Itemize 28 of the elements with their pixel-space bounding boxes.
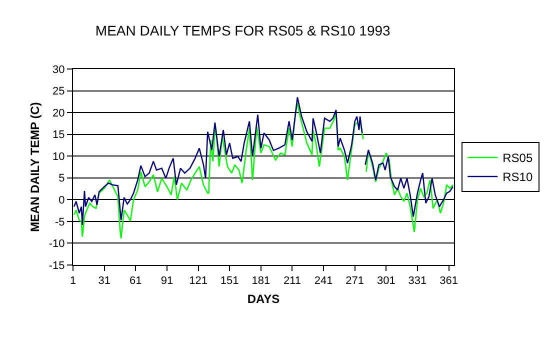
y-tick-label: 25	[52, 86, 65, 98]
legend-label: RS05	[502, 151, 533, 166]
y-tick-label: 10	[52, 150, 65, 163]
x-tick-label: 181	[252, 275, 270, 288]
x-tick-label: 61	[130, 275, 142, 288]
y-tick-label: 30	[52, 64, 65, 76]
x-tick-label: 241	[314, 275, 333, 288]
x-tick-label: 31	[98, 275, 110, 288]
x-tick-label: 361	[440, 275, 458, 288]
x-tick-label: 271	[346, 275, 364, 288]
y-tick-label: -5	[55, 216, 65, 228]
y-tick-label: 20	[52, 107, 65, 120]
x-tick-label: 301	[376, 275, 396, 288]
x-tick-label: 121	[189, 275, 208, 288]
y-tick-label: 15	[52, 129, 65, 142]
legend-label: RS10	[502, 170, 533, 184]
y-tick-label: 0	[58, 194, 65, 207]
x-tick-label: 211	[283, 275, 301, 288]
y-tick-label: 5	[58, 172, 65, 185]
x-tick-label: 1	[70, 275, 76, 288]
y-axis-title: MEAN DAILY TEMP (C)	[28, 102, 42, 232]
chart-title: MEAN DAILY TEMPS FOR RS05 & RS10 1993	[95, 22, 391, 38]
x-tick-label: 91	[160, 275, 174, 288]
y-tick-label: -15	[48, 260, 65, 272]
x-tick-label: 331	[408, 275, 427, 288]
x-axis-title: DAYS	[247, 292, 280, 306]
x-tick-label: 151	[220, 275, 239, 288]
y-tick-label: -10	[48, 238, 65, 250]
